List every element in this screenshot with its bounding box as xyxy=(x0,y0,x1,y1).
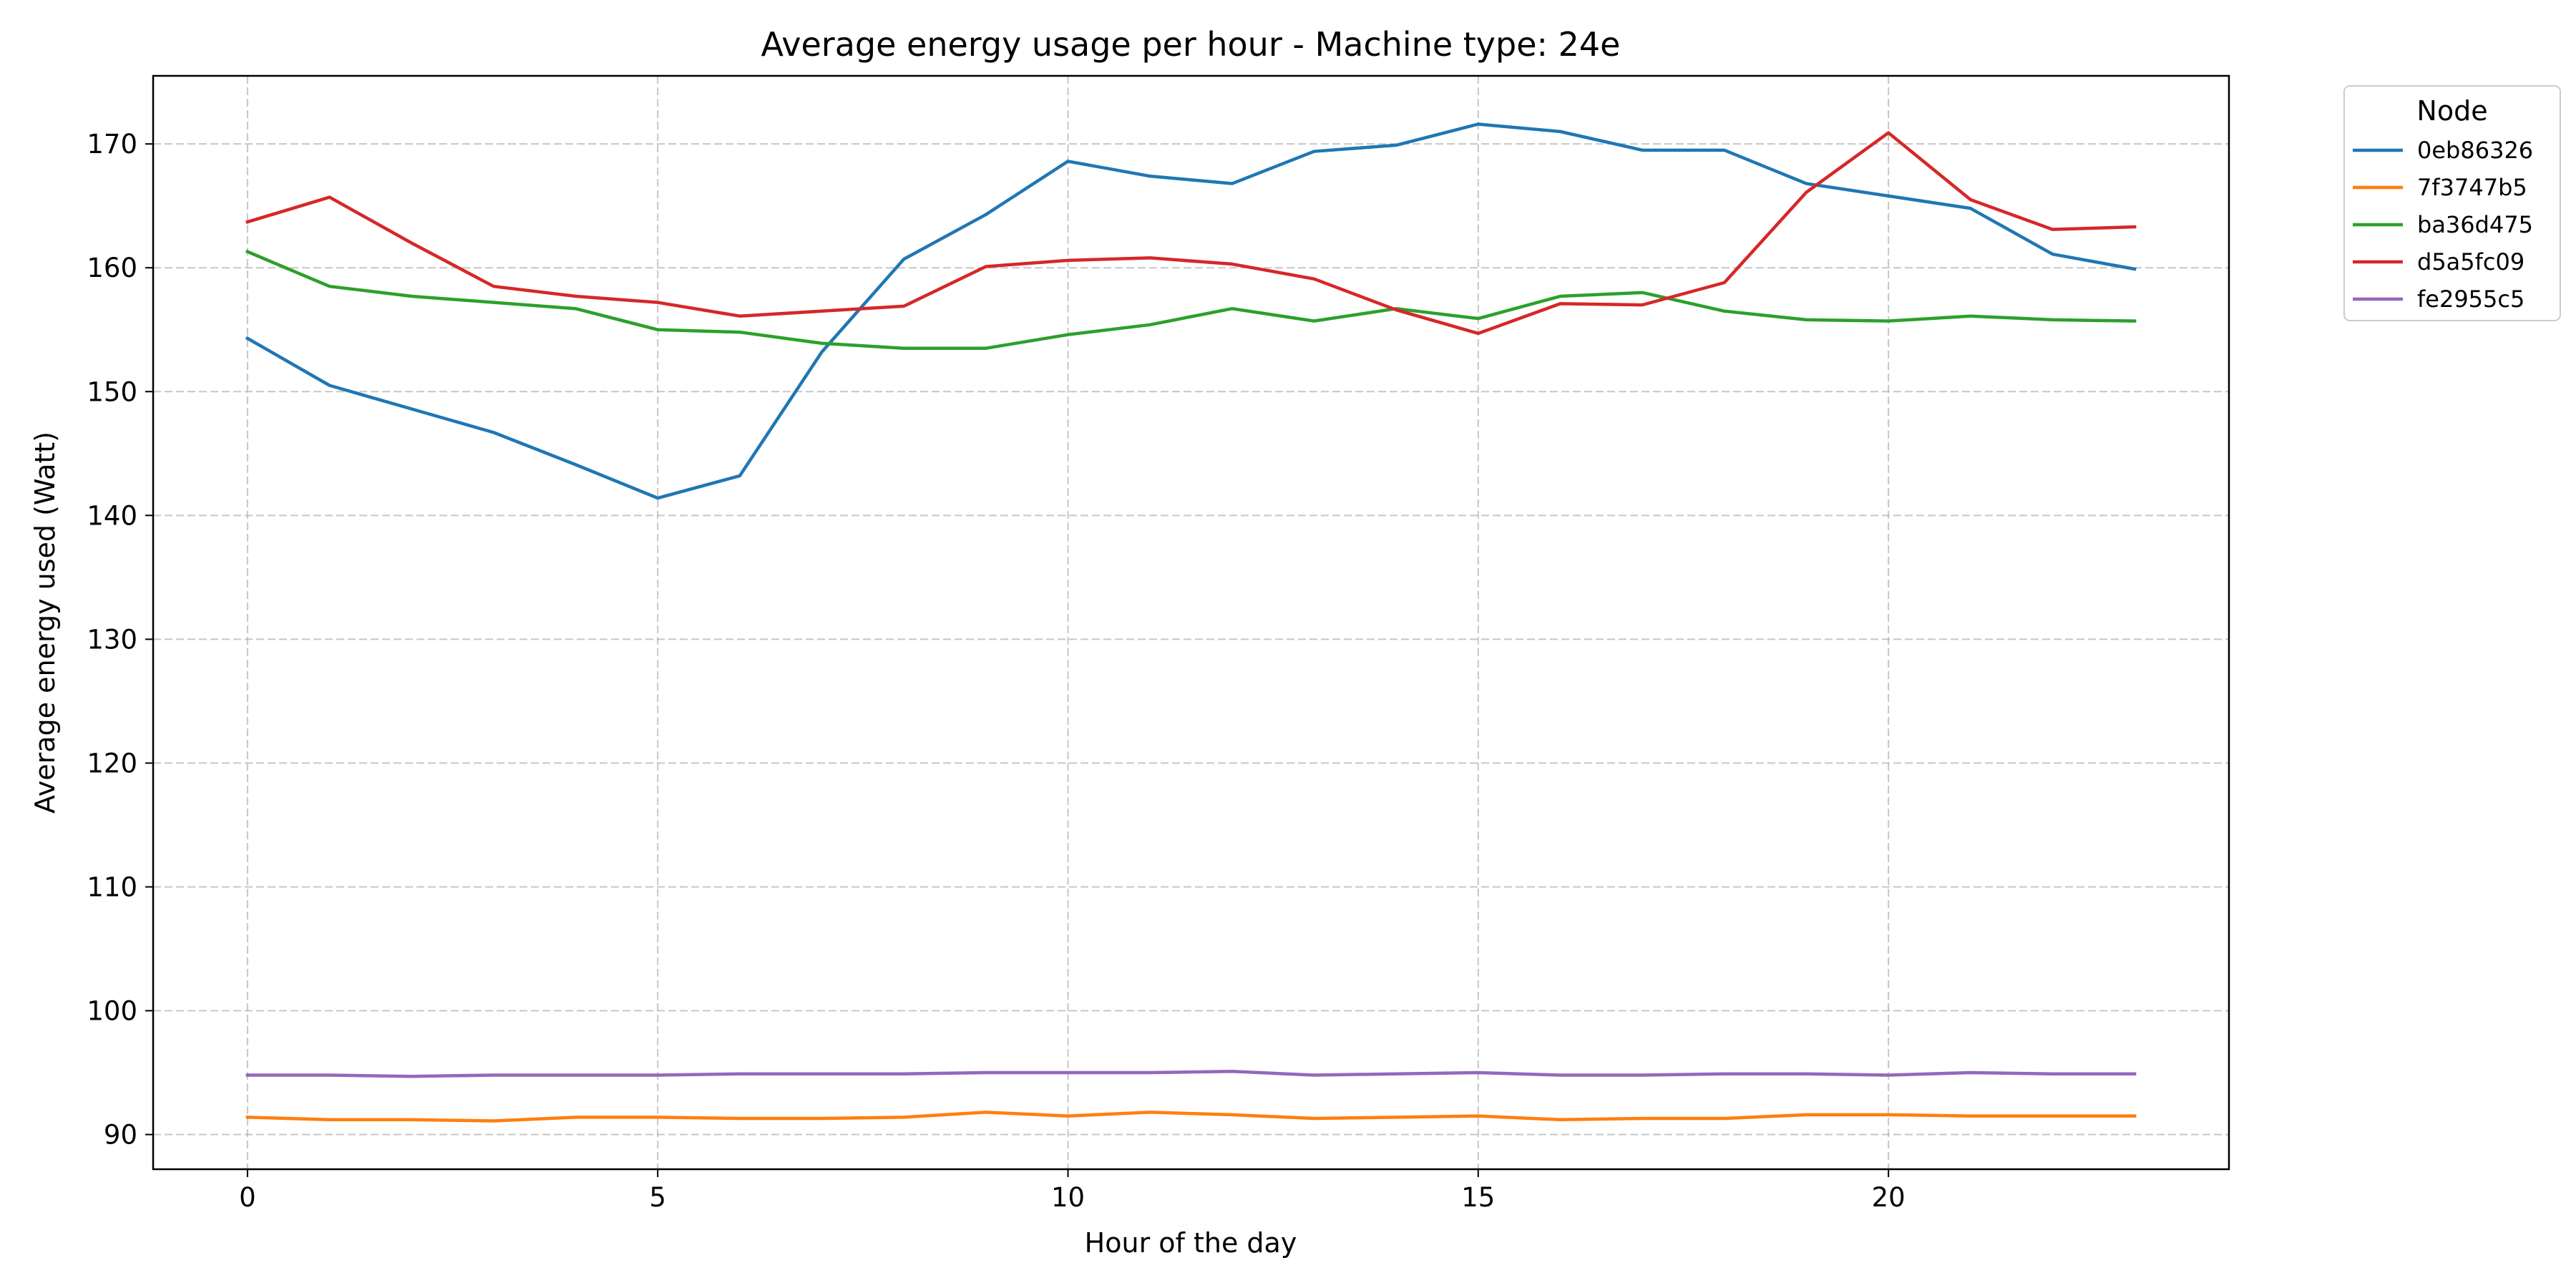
y-tick-label: 100 xyxy=(87,996,137,1027)
series-line-0eb86326 xyxy=(245,122,2137,500)
y-tick-label: 90 xyxy=(104,1120,137,1151)
series-line-fe2955c5 xyxy=(245,1070,2137,1078)
series-line-d5a5fc09 xyxy=(245,131,2137,336)
series-layer xyxy=(245,122,2137,1123)
x-tick-label: 5 xyxy=(649,1182,666,1213)
series-line-ba36d475 xyxy=(245,249,2137,350)
legend-label-7f3747b5: 7f3747b5 xyxy=(2417,174,2527,201)
legend-label-0eb86326: 0eb86326 xyxy=(2417,137,2533,164)
y-tick-label: 120 xyxy=(87,748,137,779)
x-tick-label: 10 xyxy=(1051,1182,1085,1213)
y-tick-label: 110 xyxy=(87,872,137,902)
y-axis-label: Average energy used (Watt) xyxy=(29,431,61,814)
legend-items: 0eb86326 7f3747b5 ba36d475 d5a5fc09 fe2955c5 xyxy=(2353,137,2533,313)
legend-label-d5a5fc09: d5a5fc09 xyxy=(2417,248,2524,275)
legend-title: Node xyxy=(2416,95,2487,127)
legend-label-ba36d475: ba36d475 xyxy=(2417,211,2533,238)
x-tick-label: 15 xyxy=(1461,1182,1495,1213)
series-line-7f3747b5 xyxy=(245,1111,2137,1123)
legend: Node 0eb86326 7f3747b5 ba36d475 d5a5fc09 fe2… xyxy=(2343,85,2561,321)
legend-label-fe2955c5: fe2955c5 xyxy=(2417,286,2524,313)
plot-frame xyxy=(152,74,2230,1171)
tick-layer: 0 5 10 15 20 90 100 110 120 130 140 150 160 170 xyxy=(87,129,1905,1213)
y-tick-label: 130 xyxy=(87,624,137,655)
y-tick-label: 140 xyxy=(87,500,137,531)
grid-layer xyxy=(153,76,2229,1169)
chart-title: Average energy usage per hour - Machine … xyxy=(761,25,1621,64)
x-axis-label: Hour of the day xyxy=(1085,1227,1297,1259)
y-tick-label: 160 xyxy=(87,253,137,283)
y-tick-label: 170 xyxy=(87,129,137,160)
x-tick-label: 20 xyxy=(1872,1182,1906,1213)
y-tick-label: 150 xyxy=(87,376,137,407)
x-tick-label: 0 xyxy=(239,1182,256,1213)
